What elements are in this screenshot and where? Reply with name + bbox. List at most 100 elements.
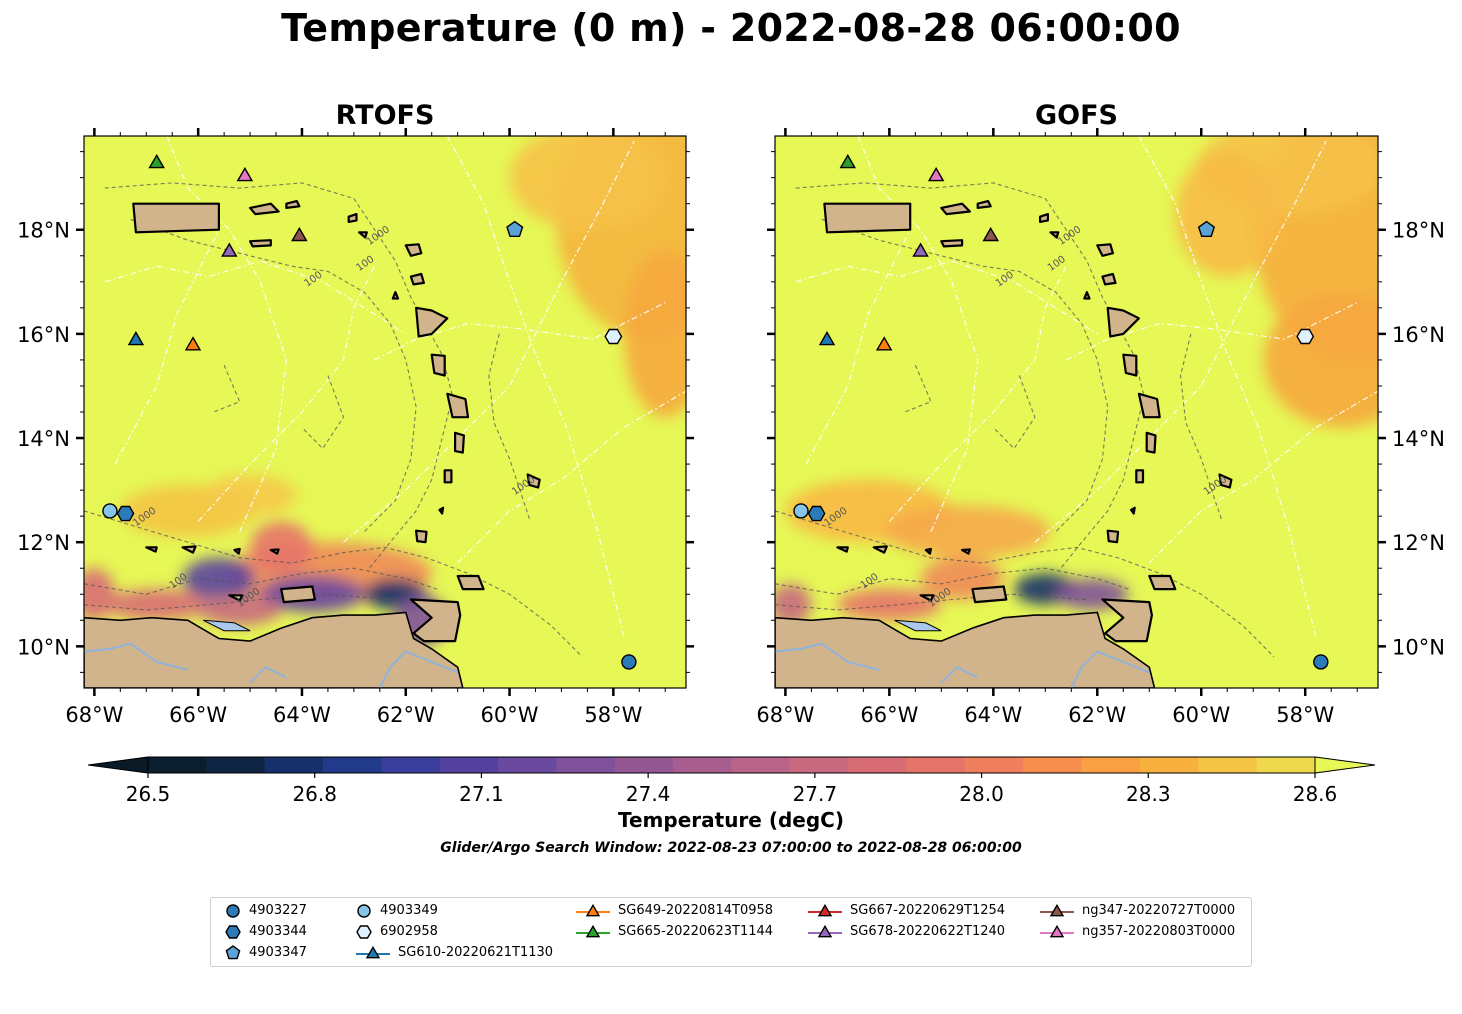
isobath xyxy=(775,567,1129,595)
legend-label: 4903344 xyxy=(249,924,307,939)
island xyxy=(1106,306,1141,338)
isobath xyxy=(795,182,1145,569)
island xyxy=(415,529,428,544)
temperature-patch xyxy=(1263,292,1378,428)
temperature-patch xyxy=(250,521,313,574)
legend-symbol xyxy=(225,944,241,959)
x-tick-label: 60°W xyxy=(481,703,539,727)
eez-boundary xyxy=(104,260,407,335)
colorbar-segment xyxy=(614,757,674,773)
marker-4903344 xyxy=(807,505,826,522)
legend-symbol xyxy=(357,903,371,918)
island xyxy=(145,546,158,553)
y-tick-label: 10°N xyxy=(1392,635,1445,659)
marker-SG678-20220622T1240 xyxy=(221,242,238,257)
x-tick-label: 58°W xyxy=(584,703,642,727)
island xyxy=(280,585,316,604)
colorbar-segment xyxy=(498,757,558,773)
colorbar-segment xyxy=(1198,757,1258,773)
legend-symbol xyxy=(1040,903,1074,916)
island xyxy=(1145,431,1157,454)
island xyxy=(249,239,272,248)
search-window-caption: Glider/Argo Search Window: 2022-08-23 07… xyxy=(440,840,1022,856)
island xyxy=(1135,469,1145,484)
legend-marker xyxy=(226,903,240,918)
colorbar-tick-label: 28.3 xyxy=(1126,782,1171,806)
temperature-patch xyxy=(837,589,942,621)
legend-item-SG610-20220621T1130: SG610-20220621T1130 xyxy=(356,943,553,963)
y-tick-label: 12°N xyxy=(17,531,70,555)
island xyxy=(836,546,849,553)
temperature-patch xyxy=(775,583,812,626)
colorbar-segment xyxy=(906,757,966,773)
island xyxy=(285,200,301,209)
y-tick-label: 10°N xyxy=(17,635,70,659)
y-tick-label: 12°N xyxy=(1392,531,1445,555)
isobath xyxy=(84,510,583,658)
isobath xyxy=(821,218,1109,533)
marker-4903227 xyxy=(621,654,637,670)
temperature-patch xyxy=(1175,151,1280,277)
island xyxy=(456,574,485,591)
south-america-land xyxy=(775,611,1156,688)
legend-marker xyxy=(1049,903,1065,916)
x-tick-label: 58°W xyxy=(1276,703,1334,727)
marker-SG665-20220623T1144 xyxy=(148,154,165,169)
legend-item-4903344: 4903344 xyxy=(225,922,307,942)
colorbar-segment xyxy=(964,757,1024,773)
river xyxy=(775,642,880,671)
legend-symbol xyxy=(576,903,610,916)
x-tick-label: 60°W xyxy=(1172,703,1230,727)
marker-ng347-20220727T0000 xyxy=(982,226,1000,242)
island xyxy=(1049,231,1060,239)
eez-boundary xyxy=(805,229,911,465)
island xyxy=(872,545,888,554)
island xyxy=(1096,243,1115,257)
legend-item-SG649-20220814T0958: SG649-20220814T0958 xyxy=(576,901,773,921)
marker-4903347 xyxy=(1197,220,1216,238)
colorbar-tick-label: 28.6 xyxy=(1293,782,1338,806)
isobath xyxy=(775,593,1087,611)
legend-item-SG667-20220629T1254: SG667-20220629T1254 xyxy=(808,901,1005,921)
island xyxy=(409,598,462,643)
colorbar-segment xyxy=(1081,757,1141,773)
legend-item-SG665-20220623T1144: SG665-20220623T1144 xyxy=(576,922,773,942)
colorbar-tick-label: 28.0 xyxy=(959,782,1004,806)
isobath xyxy=(992,375,1036,450)
colorbar-segment xyxy=(264,757,324,773)
legend-item-4903349: 4903349 xyxy=(356,901,438,921)
y-tick-label: 14°N xyxy=(1392,427,1445,451)
legend-label: 4903349 xyxy=(380,903,438,918)
river xyxy=(940,665,979,684)
isobath xyxy=(904,364,932,413)
marker-6902958 xyxy=(604,328,623,345)
eez-boundary xyxy=(457,390,686,564)
colorbar-segment xyxy=(731,757,791,773)
eez-boundary xyxy=(197,265,376,522)
colorbar-under-arrow xyxy=(87,756,149,774)
x-tick-label: 68°W xyxy=(756,703,814,727)
south-america-land xyxy=(84,611,464,688)
colorbar-segment xyxy=(1023,757,1083,773)
temperature-patch xyxy=(182,557,256,600)
legend-item-4903227: 4903227 xyxy=(225,901,307,921)
isobath xyxy=(488,333,531,522)
island xyxy=(347,213,358,223)
colorbar-tick-label: 27.7 xyxy=(793,782,838,806)
colorbar-tick-label: 27.1 xyxy=(459,782,504,806)
island xyxy=(1137,392,1161,419)
eez-boundary xyxy=(888,265,1067,522)
marker-ng357-20220803T0000 xyxy=(236,167,254,182)
legend-item-SG678-20220622T1240: SG678-20220622T1240 xyxy=(808,922,1005,942)
x-tick-label: 62°W xyxy=(377,703,435,727)
river xyxy=(249,665,287,684)
y-tick-label: 18°N xyxy=(1392,219,1445,243)
colorbar-segment xyxy=(1139,757,1199,773)
island xyxy=(430,353,446,377)
island xyxy=(1083,291,1091,300)
eez-boundary xyxy=(374,302,666,361)
isobath xyxy=(775,510,1275,658)
